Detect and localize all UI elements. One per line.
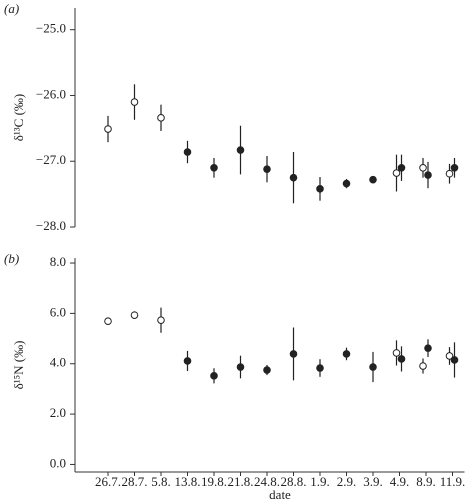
- point: [397, 355, 406, 363]
- y-axis-label: δ¹⁵N (‰): [11, 341, 26, 390]
- y-tick-label: 2.0: [50, 405, 66, 420]
- y-tick-label: 4.0: [50, 355, 66, 370]
- point: [342, 179, 351, 188]
- point: [445, 169, 454, 178]
- y-tick-label: −26.0: [36, 86, 66, 101]
- x-tick-label: 3.9.: [363, 474, 383, 489]
- point: [392, 169, 401, 177]
- point: [157, 316, 165, 324]
- point: [342, 350, 351, 358]
- x-tick-label: 4.9.: [390, 474, 410, 489]
- point: [289, 173, 298, 182]
- point: [183, 357, 192, 365]
- x-tick-label: 21.8.: [228, 474, 254, 489]
- y-tick-label: 6.0: [50, 304, 66, 319]
- point: [450, 164, 459, 172]
- x-tick-label: 8.9.: [416, 474, 436, 489]
- point: [369, 363, 377, 371]
- point: [130, 311, 139, 319]
- y-axis-label: δ¹³C (‰): [11, 94, 26, 142]
- point: [369, 175, 377, 184]
- x-tick-label: 5.8.: [151, 474, 171, 489]
- x-tick-label: 13.8.: [175, 474, 201, 489]
- point: [450, 356, 459, 364]
- point: [104, 125, 112, 133]
- panel-label: (a): [4, 1, 19, 16]
- point: [210, 372, 218, 380]
- point: [397, 164, 406, 172]
- point: [392, 349, 401, 357]
- x-tick-label: 1.9.: [310, 474, 330, 489]
- point: [210, 164, 218, 172]
- point: [183, 148, 192, 156]
- point: [130, 98, 139, 106]
- y-tick-label: 0.0: [50, 455, 66, 470]
- point: [157, 114, 165, 122]
- point: [289, 350, 298, 358]
- x-tick-label: 28.7.: [122, 474, 148, 489]
- x-tick-label: 19.8.: [201, 474, 227, 489]
- point: [263, 165, 271, 173]
- panel-label: (b): [4, 251, 19, 266]
- point: [316, 185, 324, 193]
- point: [424, 171, 432, 179]
- point: [236, 146, 245, 154]
- point: [419, 164, 427, 172]
- x-tick-label: 11.9.: [440, 474, 466, 489]
- x-tick-label: 26.7.: [95, 474, 121, 489]
- x-tick-label: 2.9.: [337, 474, 357, 489]
- x-tick-label: 24.8.: [254, 474, 280, 489]
- point: [419, 362, 427, 370]
- point: [445, 352, 454, 360]
- point: [424, 344, 432, 352]
- point: [104, 317, 112, 325]
- point: [316, 364, 324, 372]
- y-tick-label: −27.0: [36, 152, 66, 167]
- y-tick-label: −25.0: [36, 21, 66, 36]
- x-axis-label: date: [269, 487, 291, 502]
- point: [236, 363, 245, 371]
- y-tick-label: −28.0: [36, 218, 66, 233]
- x-tick-label: 28.8.: [281, 474, 307, 489]
- point: [263, 366, 271, 374]
- y-tick-label: 8.0: [50, 254, 66, 269]
